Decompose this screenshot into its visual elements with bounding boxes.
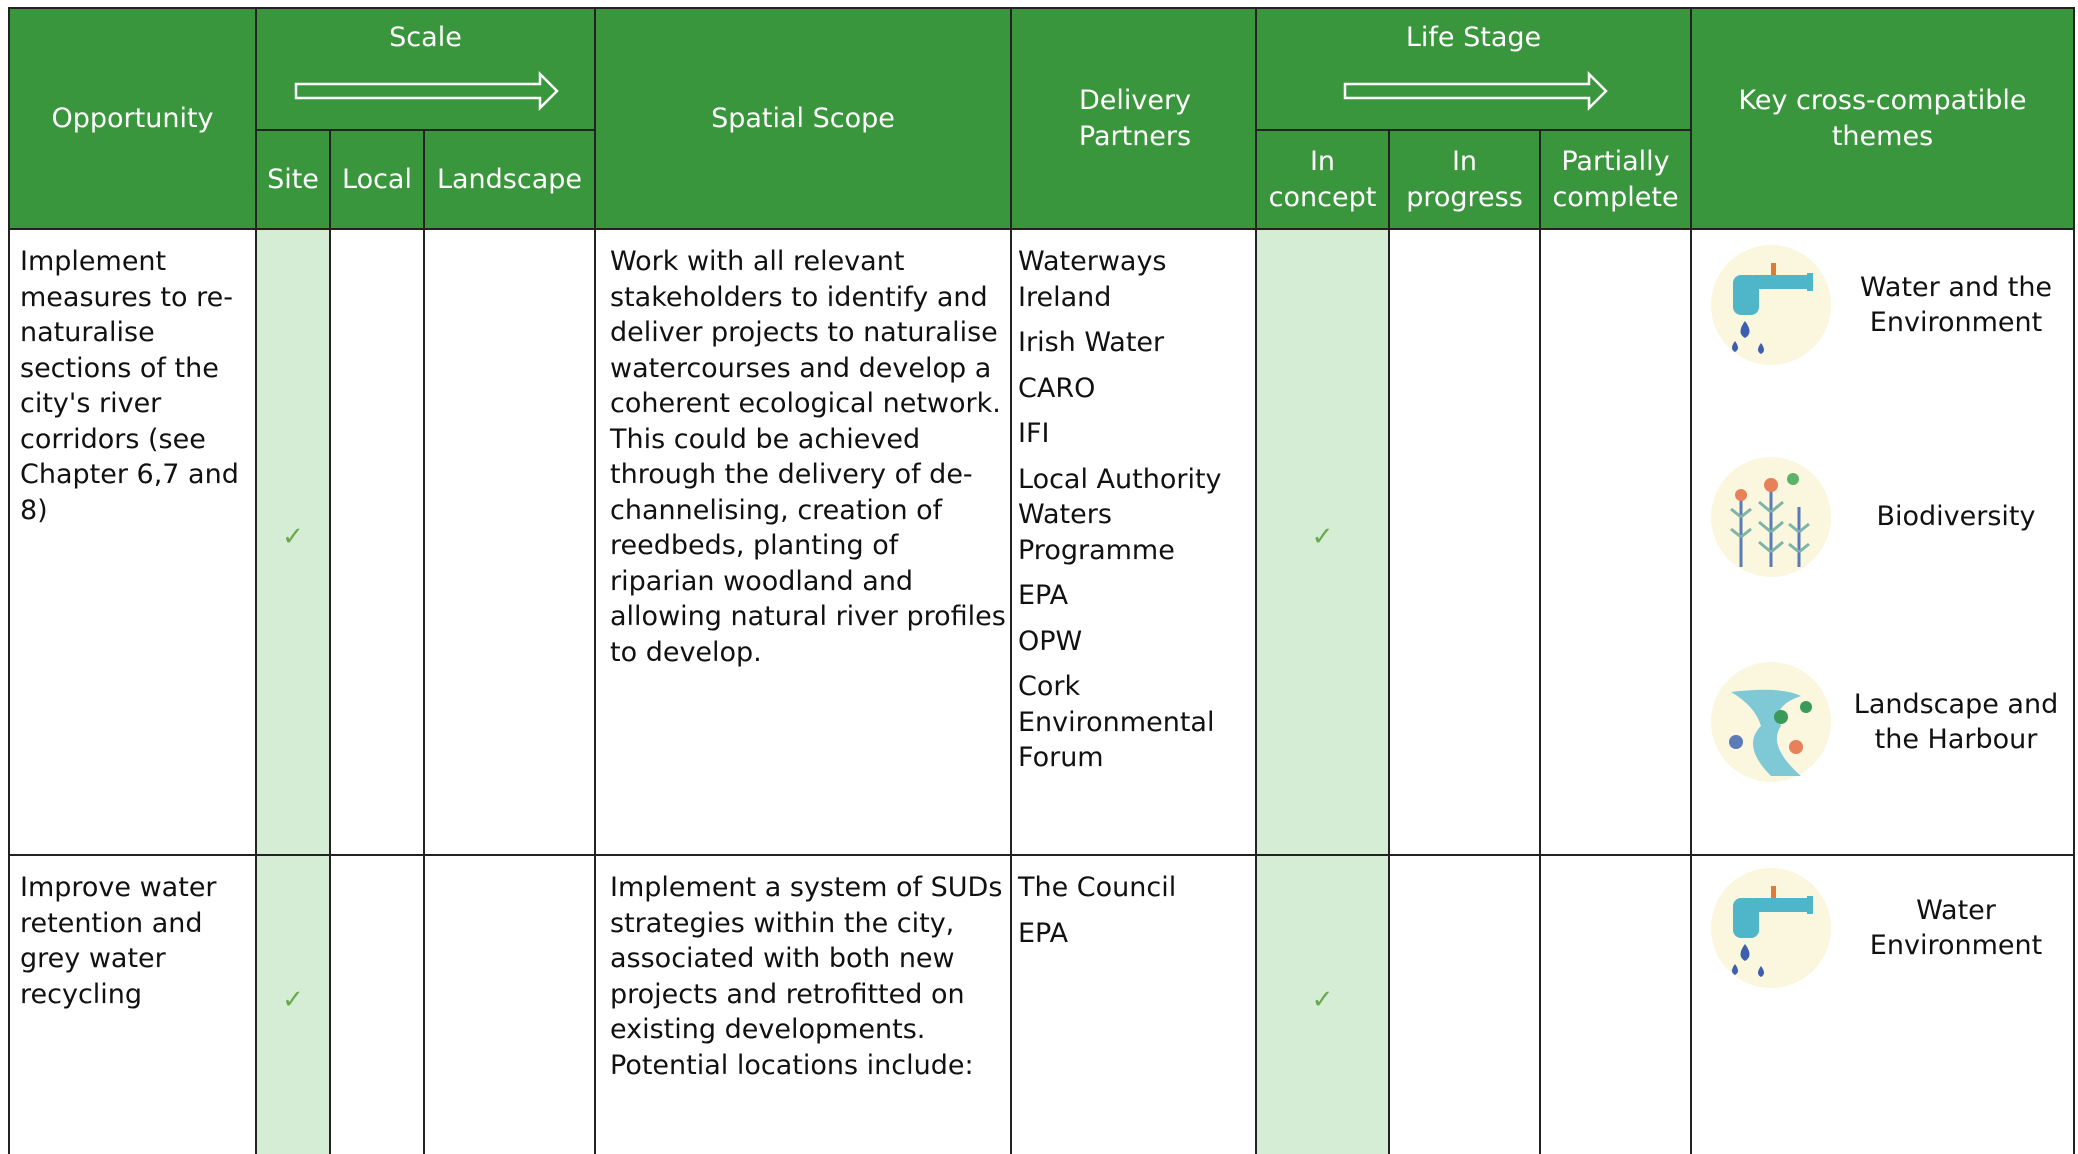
header-in-concept: In concept xyxy=(1268,145,1377,213)
header-themes: Key cross-compatible themes xyxy=(1738,84,2027,152)
partner: IFI xyxy=(1018,418,1050,449)
theme-icon xyxy=(1711,662,1831,782)
concept-check: ✓ xyxy=(1311,984,1334,1015)
header-life-stage: Life Stage xyxy=(1405,22,1542,53)
border xyxy=(2073,7,2075,1154)
theme-label: Biodiversity xyxy=(1876,501,2036,533)
partner: Cork Environmental Forum xyxy=(1018,671,1215,773)
theme-label: Water Environment xyxy=(1869,894,2043,962)
header-delivery-partners: Delivery Partners xyxy=(1078,84,1192,152)
life-stage-arrow xyxy=(1343,70,1608,112)
theme-icon xyxy=(1711,868,1831,988)
partner: OPW xyxy=(1018,625,1083,657)
partner: The Council xyxy=(1018,872,1177,903)
partner: EPA xyxy=(1018,917,1069,949)
border xyxy=(594,7,596,1154)
theme-icon xyxy=(1711,245,1831,365)
partner: Local Authority Waters Programme xyxy=(1018,463,1222,566)
partner: Waterways Ireland xyxy=(1018,246,1167,313)
theme-icon-graphic xyxy=(1711,662,1831,782)
theme-icon-graphic xyxy=(1711,868,1831,988)
header-scale: Scale xyxy=(389,22,462,53)
header-landscape: Landscape xyxy=(436,163,583,195)
border xyxy=(255,7,257,1154)
opportunity-cell: Improve water retention and grey water r… xyxy=(20,872,217,1010)
site-column-bg xyxy=(256,229,330,1154)
theme-icon xyxy=(1711,457,1831,577)
border xyxy=(1255,7,1257,1154)
header-opportunity: Opportunity xyxy=(51,102,214,134)
header-arrows xyxy=(294,70,1608,112)
partner: Irish Water xyxy=(1018,327,1165,358)
spatial-scope-cell: Work with all relevant stakeholders to i… xyxy=(610,246,1006,668)
site-check: ✓ xyxy=(282,984,304,1015)
header-spatial-scope: Spatial Scope xyxy=(711,102,895,134)
partners-cell: Waterways Ireland Irish Water CARO IFI Local… xyxy=(1012,229,1255,855)
border xyxy=(9,854,2075,856)
border xyxy=(329,129,331,1154)
scale-arrow xyxy=(294,70,559,112)
border xyxy=(1010,7,1012,1154)
border xyxy=(9,7,2075,9)
partner: CARO xyxy=(1018,372,1096,404)
border xyxy=(8,7,10,1154)
concept-column-bg xyxy=(1256,229,1389,1154)
header-bg xyxy=(9,8,2074,229)
partners-cell: The Council EPA xyxy=(1012,855,1255,1154)
header-local: Local xyxy=(342,163,412,195)
site-check: ✓ xyxy=(282,522,304,552)
border xyxy=(1388,129,1390,1154)
border xyxy=(1539,129,1541,1154)
border xyxy=(256,129,595,131)
opportunity-cell: Implement measures to re-naturalise sect… xyxy=(20,246,239,526)
border xyxy=(423,129,425,1154)
theme-label: Water and the Environment xyxy=(1859,271,2053,339)
theme-label: Landscape and the Harbour xyxy=(1853,688,2059,756)
spatial-scope-cell: Implement a system of SUDs strategies wi… xyxy=(610,872,1003,1081)
header-partially-complete: Partially complete xyxy=(1552,145,1679,213)
header-site: Site xyxy=(267,163,319,195)
border xyxy=(9,228,2075,230)
theme-icon-graphic xyxy=(1711,245,1831,365)
border xyxy=(1256,129,1691,131)
header-in-progress: In progress xyxy=(1406,145,1523,213)
border xyxy=(1690,7,1692,1154)
partner: EPA xyxy=(1018,580,1069,611)
concept-check: ✓ xyxy=(1311,522,1334,552)
theme-icon-graphic xyxy=(1711,457,1831,577)
